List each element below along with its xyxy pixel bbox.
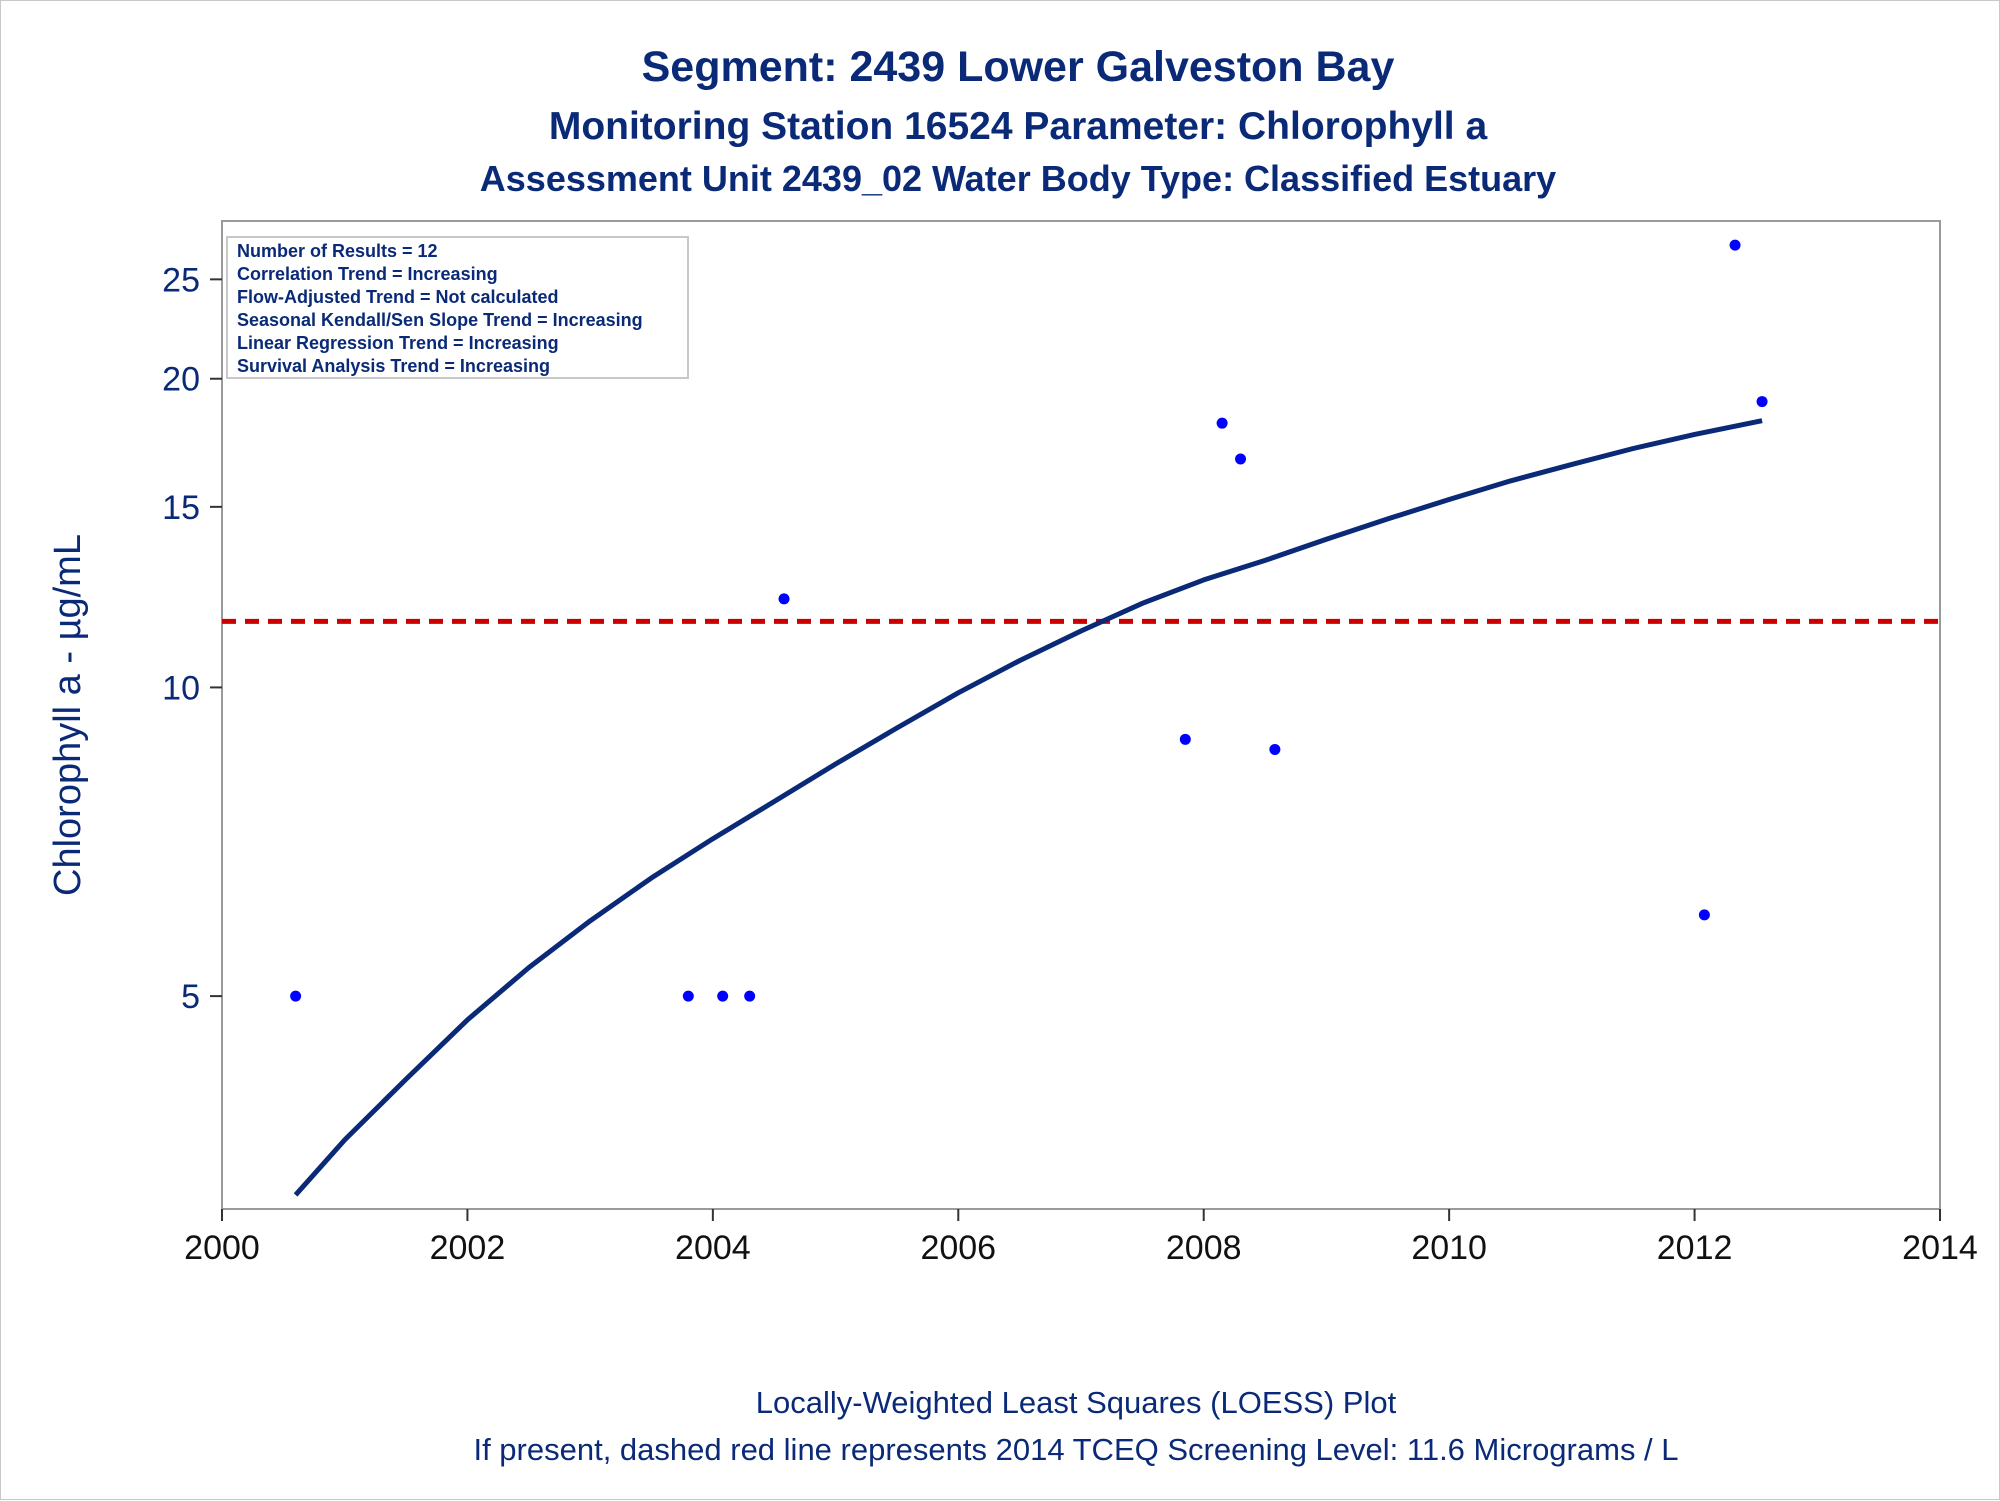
x-tick-label: 2002: [430, 1229, 506, 1267]
data-point: [1216, 417, 1228, 429]
legend-entry-survival-analysis: Survival Analysis Trend = Increasing: [237, 356, 550, 376]
plot-layer: 2000 2002 2004 2006 2008 2010 2012 2014 5 10 15 20 2…: [162, 239, 1978, 1267]
x-tick-label: 2004: [675, 1229, 751, 1267]
loess-curve: [293, 418, 1763, 1197]
data-point: [1729, 239, 1741, 251]
x-tick-label: 2012: [1657, 1229, 1733, 1267]
y-tick-label: 25: [162, 261, 200, 299]
legend-entry-linear-regression: Linear Regression Trend = Increasing: [237, 333, 559, 353]
y-tick-label: 20: [162, 361, 200, 399]
y-tick-label: 15: [162, 489, 200, 527]
y-tick-label: 10: [162, 669, 200, 707]
legend-box: [226, 236, 689, 379]
footnote-loess: Locally-Weighted Least Squares (LOESS) P…: [756, 1385, 1397, 1420]
data-point: [744, 990, 756, 1002]
chart-title: Segment: 2439 Lower Galveston Bay: [642, 43, 1395, 91]
data-point: [682, 990, 694, 1002]
plot-area: [221, 220, 1941, 1210]
y-axis-title: Chlorophyll a - µg/mL: [47, 534, 89, 896]
x-tick-label: 2008: [1166, 1229, 1242, 1267]
legend-entry-seasonal-kendall: Seasonal Kendall/Sen Slope Trend = Incre…: [237, 310, 643, 330]
data-point: [1698, 909, 1710, 921]
data-point: [290, 990, 302, 1002]
x-tick-label: 2000: [184, 1229, 260, 1267]
data-point: [1269, 743, 1281, 755]
legend-entry-results: Number of Results = 12: [237, 241, 438, 261]
legend-entry-flow-adjusted: Flow-Adjusted Trend = Not calculated: [237, 287, 559, 307]
chart-subtitle: Monitoring Station 16524 Parameter: Chlo…: [549, 105, 1488, 148]
y-tick-label: 5: [181, 978, 200, 1016]
data-point: [778, 593, 790, 605]
legend-entry-correlation: Correlation Trend = Increasing: [237, 264, 498, 284]
data-point: [1179, 733, 1191, 745]
data-point: [1756, 396, 1768, 408]
footnote-screening-level: If present, dashed red line represents 2…: [473, 1432, 1678, 1467]
x-tick-label: 2010: [1411, 1229, 1487, 1267]
x-tick-label: 2014: [1902, 1229, 1978, 1267]
x-tick-label: 2006: [920, 1229, 996, 1267]
data-point: [1235, 453, 1247, 465]
data-point: [717, 990, 729, 1002]
chart-subtitle-2: Assessment Unit 2439_02 Water Body Type:…: [480, 158, 1556, 199]
